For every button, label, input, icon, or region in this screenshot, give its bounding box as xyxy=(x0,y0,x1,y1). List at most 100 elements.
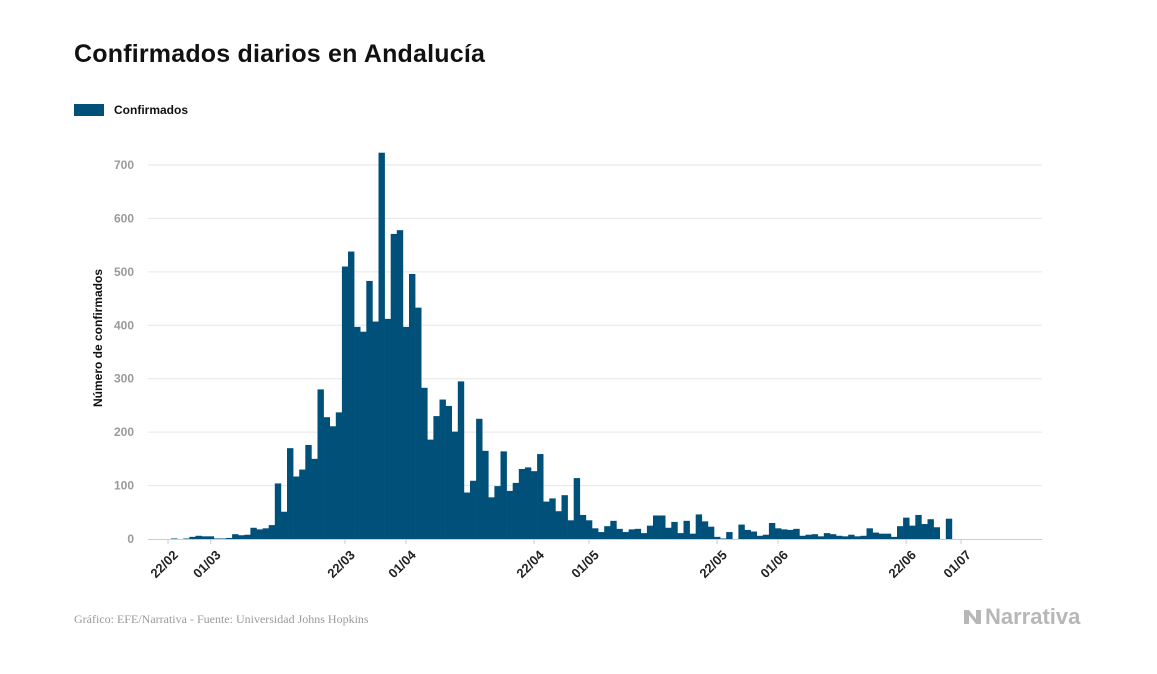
bar xyxy=(201,536,208,539)
bar xyxy=(317,389,324,539)
bar xyxy=(653,515,660,539)
bar xyxy=(457,381,465,539)
x-tick-label: 22/05 xyxy=(696,547,730,581)
y-tick-label: 300 xyxy=(114,372,134,386)
bar xyxy=(610,520,617,539)
bar xyxy=(256,529,263,539)
y-tick-label: 200 xyxy=(114,425,134,439)
x-tick-label: 01/07 xyxy=(940,547,974,581)
bar xyxy=(634,528,642,539)
bar xyxy=(787,529,794,539)
bar xyxy=(646,525,654,539)
x-tick-label: 01/04 xyxy=(385,547,419,581)
bar xyxy=(890,536,898,539)
bar xyxy=(762,534,770,539)
gridlines xyxy=(148,164,1042,487)
bar xyxy=(250,527,257,539)
bar xyxy=(903,517,910,539)
x-tick-label: 22/04 xyxy=(513,547,547,581)
bar xyxy=(439,399,446,539)
bar xyxy=(335,412,343,539)
bar xyxy=(244,534,251,539)
bar xyxy=(878,533,886,539)
bar xyxy=(366,280,373,539)
x-tick-label: 22/03 xyxy=(324,547,358,581)
bar xyxy=(470,480,477,539)
bar xyxy=(665,527,672,539)
bars xyxy=(171,152,953,540)
bar xyxy=(268,525,276,539)
bar xyxy=(537,454,544,539)
bar xyxy=(427,439,434,539)
bar xyxy=(512,482,520,539)
bar xyxy=(415,307,422,539)
bar xyxy=(360,331,367,539)
y-axis-ticks: 0 100 200 300 400 500 600 700 xyxy=(114,158,134,546)
bar xyxy=(189,536,196,539)
bar xyxy=(579,514,587,539)
bar xyxy=(207,536,215,539)
bar xyxy=(213,538,221,540)
x-tick-label: 01/03 xyxy=(190,547,224,581)
bar xyxy=(866,528,873,539)
chart-title: Confirmados diarios en Andalucía xyxy=(74,40,486,68)
bar xyxy=(714,536,721,539)
x-tick-label: 01/06 xyxy=(757,547,791,581)
bar xyxy=(823,533,831,539)
bar xyxy=(836,535,843,539)
bar xyxy=(549,498,556,539)
bar xyxy=(616,528,623,539)
bar xyxy=(750,531,757,539)
bar xyxy=(402,326,410,539)
x-tick-label: 01/05 xyxy=(568,547,602,581)
brand-name: Narrativa xyxy=(985,604,1081,629)
bar xyxy=(805,534,812,539)
bar xyxy=(451,431,459,539)
bar xyxy=(756,535,764,539)
bar xyxy=(768,522,776,539)
bar xyxy=(238,535,245,539)
bar xyxy=(287,448,294,539)
bar xyxy=(817,536,825,539)
bar xyxy=(494,486,501,539)
bar xyxy=(677,533,684,539)
bar xyxy=(927,519,934,539)
brand-logo: Narrativa xyxy=(963,604,1080,630)
bar xyxy=(811,534,818,539)
bar xyxy=(329,426,337,539)
bar xyxy=(390,233,398,540)
bar xyxy=(720,538,727,540)
legend-label: Confirmados xyxy=(114,103,189,117)
bar xyxy=(476,418,483,539)
bar xyxy=(585,520,593,539)
bar xyxy=(219,538,227,540)
bar xyxy=(518,469,526,539)
bar xyxy=(433,416,440,539)
bar xyxy=(348,251,355,540)
bar xyxy=(799,535,806,539)
bar xyxy=(524,467,532,539)
bar xyxy=(622,532,629,539)
bar xyxy=(683,520,690,539)
bar xyxy=(341,266,349,539)
bar xyxy=(305,444,312,539)
bar xyxy=(604,526,611,539)
bar xyxy=(598,532,605,539)
bar xyxy=(372,321,379,539)
x-axis-ticks: 22/02 01/03 22/03 01/04 22/04 01/05 22/05 01/06… xyxy=(147,539,974,581)
y-axis-label: Número de confirmados xyxy=(91,269,105,407)
bar xyxy=(854,536,861,539)
y-tick-label: 100 xyxy=(114,479,134,493)
legend: Confirmados xyxy=(74,103,188,117)
bar xyxy=(445,405,452,539)
bar xyxy=(262,528,269,539)
bar xyxy=(195,535,202,539)
bar xyxy=(860,535,867,539)
bar xyxy=(909,525,916,539)
bar xyxy=(872,532,879,539)
bar xyxy=(775,528,782,539)
bar xyxy=(421,387,428,539)
bar xyxy=(323,417,330,539)
y-tick-label: 700 xyxy=(114,158,134,172)
bar xyxy=(482,450,489,539)
